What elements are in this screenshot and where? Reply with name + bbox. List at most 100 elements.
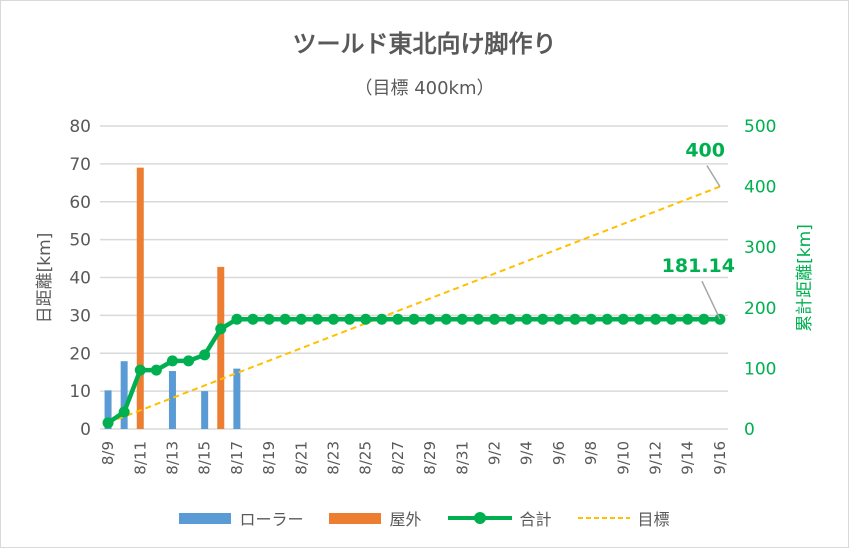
x-tick-label: 8/25: [357, 441, 375, 475]
x-tick-label: 9/10: [614, 441, 632, 475]
total-point: [666, 313, 678, 325]
total-point: [698, 313, 710, 325]
total-point: [183, 355, 195, 367]
total-point: [424, 313, 436, 325]
total-point: [617, 313, 629, 325]
total-point: [199, 349, 211, 361]
y-tick-label: 50: [69, 231, 91, 251]
x-tick-label: 8/23: [324, 441, 342, 475]
target-data-label: 400: [685, 140, 725, 162]
target-line: [107, 185, 721, 424]
total-point: [569, 313, 581, 325]
total-point: [344, 313, 356, 325]
total-point: [263, 313, 275, 325]
legend-swatch-target: [577, 517, 630, 519]
total-point: [215, 323, 227, 335]
legend-item-roller: ローラー: [179, 506, 303, 530]
total-point: [247, 313, 259, 325]
total-point: [650, 313, 662, 325]
total-point: [537, 313, 549, 325]
total-point: [585, 313, 597, 325]
x-tick-label: 9/6: [550, 441, 568, 465]
x-tick-label: 8/17: [228, 441, 246, 475]
y2-axis-title: 累計距離[km]: [795, 224, 815, 332]
legend-label: 屋外: [389, 510, 422, 529]
x-tick-label: 8/15: [196, 441, 214, 475]
legend-swatch-total: [447, 512, 512, 524]
y-tick-label: 20: [69, 344, 91, 364]
x-tick-label: 8/27: [389, 441, 407, 475]
bar-roller: [168, 371, 176, 429]
legend-label: 目標: [637, 510, 670, 529]
legend-item-total: 合計: [447, 506, 552, 530]
total-point: [279, 313, 291, 325]
total-point: [150, 364, 162, 376]
x-tick-label: 8/19: [260, 441, 278, 475]
y-axis-title: 日距離[km]: [35, 233, 55, 324]
total-point: [376, 313, 388, 325]
x-tick-label: 8/31: [453, 441, 471, 475]
x-tick-label: 8/29: [421, 441, 439, 475]
label-leader: [701, 280, 721, 320]
y2-tick-label: 300: [744, 238, 776, 258]
total-data-label: 181.14: [662, 255, 735, 277]
total-point: [505, 313, 517, 325]
label-leader: [706, 165, 721, 187]
x-tick-label: 9/16: [711, 441, 729, 475]
x-tick-label: 9/14: [679, 441, 697, 475]
bar-outdoor: [217, 266, 225, 429]
total-point: [440, 313, 452, 325]
bar-roller: [104, 390, 112, 429]
y2-tick-label: 200: [744, 299, 776, 319]
legend-swatch-outdoor: [329, 512, 382, 524]
legend: ローラー 屋外 合計 目標: [0, 506, 849, 530]
x-tick-label: 9/2: [486, 441, 504, 465]
x-tick-label: 8/11: [131, 441, 149, 475]
bar-outdoor: [136, 167, 144, 429]
y-tick-label: 0: [80, 420, 91, 440]
total-point: [682, 313, 694, 325]
total-point: [360, 313, 372, 325]
x-tick-label: 8/21: [292, 441, 310, 475]
total-point: [231, 313, 243, 325]
legend-item-target: 目標: [577, 506, 670, 530]
total-point: [327, 313, 339, 325]
total-point: [134, 364, 146, 376]
total-point: [392, 313, 404, 325]
total-point: [311, 313, 323, 325]
y2-tick-label: 500: [744, 117, 776, 137]
y2-tick-label: 0: [744, 420, 755, 440]
y2-tick-label: 400: [744, 178, 776, 198]
total-point: [118, 406, 130, 418]
x-tick-label: 9/8: [582, 441, 600, 465]
legend-label: 合計: [519, 510, 552, 529]
chart-title: ツールド東北向け脚作り: [292, 30, 557, 58]
x-tick-label: 8/9: [99, 441, 117, 465]
y-tick-label: 40: [69, 269, 91, 289]
total-point: [553, 313, 565, 325]
y-tick-label: 70: [69, 155, 91, 175]
legend-swatch-roller: [179, 512, 232, 524]
bar-roller: [233, 368, 241, 429]
y-tick-label: 80: [69, 117, 91, 137]
y2-tick-label: 100: [744, 359, 776, 379]
bar-roller: [120, 361, 128, 429]
y-tick-label: 30: [69, 306, 91, 326]
x-tick-label: 9/4: [518, 441, 536, 465]
total-point: [633, 313, 645, 325]
total-point: [295, 313, 307, 325]
x-tick-label: 9/12: [647, 441, 665, 475]
legend-label: ローラー: [239, 510, 304, 529]
total-point: [472, 313, 484, 325]
total-point: [489, 313, 501, 325]
total-line: [106, 316, 720, 425]
total-point: [601, 313, 613, 325]
x-tick-label: 8/13: [163, 441, 181, 475]
legend-item-outdoor: 屋外: [329, 506, 422, 530]
chart-subtitle: （目標 400km）: [354, 78, 495, 99]
total-point: [456, 313, 468, 325]
y-tick-label: 60: [69, 193, 91, 213]
y-tick-label: 10: [69, 382, 91, 402]
bar-roller: [201, 391, 209, 429]
